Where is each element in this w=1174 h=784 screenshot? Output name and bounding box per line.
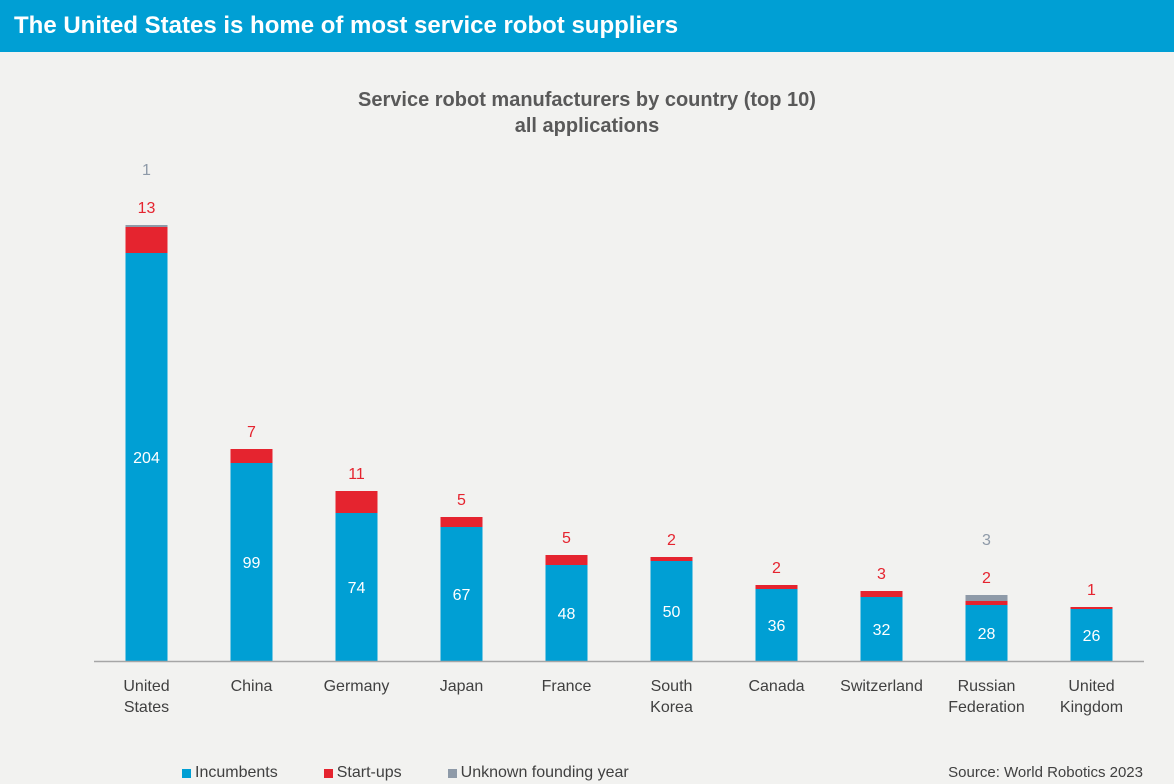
bar-south-korea-start-ups (650, 557, 693, 561)
chart-legend: Incumbents Start-ups Unknown founding ye… (182, 764, 675, 782)
chart-subtitle: all applications (514, 115, 660, 137)
bar-united-states-incumbents (125, 253, 168, 661)
data-label-germany-start-ups: 11 (348, 466, 365, 483)
data-label-canada-incumbents: 36 (768, 618, 786, 635)
legend-swatch-start-ups (323, 768, 333, 778)
bar-russian-federation-unknown-founding-year (965, 595, 1008, 601)
bar-united-kingdom-start-ups (1070, 607, 1113, 609)
category-label-canada: Canada (748, 678, 804, 695)
bar-canada-incumbents (755, 589, 798, 661)
data-label-canada-start-ups: 2 (772, 560, 781, 577)
source-note: Source: World Robotics 2023 (948, 764, 1143, 781)
category-label-south-korea: Korea (650, 699, 693, 716)
legend-label-start-ups: Start-ups (336, 764, 402, 781)
legend-label-unknown: Unknown founding year (460, 764, 629, 781)
category-label-japan: Japan (440, 678, 484, 695)
legend-swatch-incumbents (182, 768, 191, 778)
category-label-russian-federation: Federation (948, 699, 1025, 716)
bar-france-incumbents (545, 565, 588, 661)
data-label-france-start-ups: 5 (562, 530, 571, 547)
data-label-united-kingdom-incumbents: 26 (1083, 628, 1101, 645)
category-label-united-states: States (124, 699, 169, 716)
category-label-china: China (231, 678, 273, 695)
data-label-france-incumbents: 48 (558, 606, 576, 623)
chart-title: Service robot manufacturers by country (… (358, 89, 816, 111)
legend-item-start-ups: Start-ups (323, 764, 402, 782)
bar-russian-federation-incumbents (965, 605, 1008, 661)
header-banner: The United States is home of most servic… (0, 0, 1174, 52)
legend-item-incumbents: Incumbents (182, 764, 278, 782)
stacked-bar-chart: 204131UnitedStates997China7411Germany675… (94, 162, 1144, 716)
category-label-south-korea: South (651, 678, 693, 695)
data-label-united-states-start-ups: 13 (138, 200, 156, 217)
category-label-france: France (542, 678, 592, 695)
data-label-russian-federation-start-ups: 2 (982, 570, 991, 587)
bar-canada-start-ups (755, 585, 798, 589)
bar-france-start-ups (545, 555, 588, 565)
bar-russian-federation-start-ups (965, 601, 1008, 605)
bar-south-korea-incumbents (650, 561, 693, 661)
data-label-china-incumbents: 99 (243, 555, 261, 572)
bar-switzerland-start-ups (860, 591, 903, 597)
bar-japan-incumbents (440, 527, 483, 661)
data-label-switzerland-incumbents: 32 (873, 622, 891, 639)
bar-united-states-unknown-founding-year (125, 225, 168, 227)
data-label-united-states-unknown-founding-year: 1 (142, 162, 151, 179)
legend-label-incumbents: Incumbents (195, 764, 278, 781)
bar-united-kingdom-incumbents (1070, 609, 1113, 661)
bar-china-start-ups (230, 449, 273, 463)
category-label-germany: Germany (324, 678, 390, 695)
category-label-russian-federation: Russian (958, 678, 1016, 695)
data-label-russian-federation-unknown-founding-year: 3 (982, 532, 991, 549)
data-label-switzerland-start-ups: 3 (877, 566, 886, 583)
bar-china-incumbents (230, 463, 273, 661)
bar-united-states-start-ups (125, 227, 168, 253)
data-label-south-korea-incumbents: 50 (663, 604, 681, 621)
data-label-japan-start-ups: 5 (457, 492, 466, 509)
data-label-south-korea-start-ups: 2 (667, 532, 676, 549)
data-label-japan-incumbents: 67 (453, 587, 471, 604)
data-label-united-kingdom-start-ups: 1 (1087, 582, 1096, 599)
page-title: The United States is home of most servic… (14, 12, 679, 39)
bar-germany-start-ups (335, 491, 378, 513)
legend-swatch-unknown (447, 768, 457, 778)
category-label-united-kingdom: United (1068, 678, 1114, 695)
bar-switzerland-incumbents (860, 597, 903, 661)
data-label-russian-federation-incumbents: 28 (978, 626, 996, 643)
data-label-united-states-incumbents: 204 (133, 450, 160, 467)
legend-item-unknown: Unknown founding year (447, 764, 629, 782)
category-label-united-kingdom: Kingdom (1060, 699, 1123, 716)
bar-germany-incumbents (335, 513, 378, 661)
category-label-switzerland: Switzerland (840, 678, 923, 695)
category-label-united-states: United (123, 678, 169, 695)
bar-japan-start-ups (440, 517, 483, 527)
data-label-germany-incumbents: 74 (348, 580, 366, 597)
data-label-china-start-ups: 7 (247, 424, 256, 441)
